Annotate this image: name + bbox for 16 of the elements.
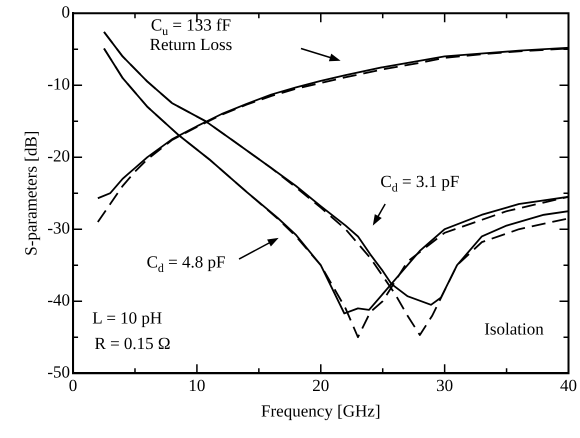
x-axis-title: Frequency [GHz] (261, 401, 380, 420)
y-tick-label: -30 (47, 218, 70, 238)
y-tick-label: -20 (47, 146, 70, 166)
x-tick-label: 10 (188, 376, 206, 395)
annotation: Isolation (484, 319, 544, 338)
x-tick-label: 40 (560, 376, 577, 395)
y-tick-label: -40 (47, 290, 70, 310)
annotation: Return Loss (150, 35, 232, 54)
y-axis-title: S-parameters [dB] (22, 130, 41, 256)
y-tick-label: 0 (62, 2, 70, 22)
x-tick-label: 20 (312, 376, 330, 395)
y-tick-label: -50 (47, 362, 70, 382)
y-tick-label: -10 (47, 74, 70, 94)
annotation: R = 0.15 Ω (94, 334, 171, 353)
annotation: L = 10 pH (92, 308, 162, 328)
x-tick-label: 30 (436, 376, 454, 395)
